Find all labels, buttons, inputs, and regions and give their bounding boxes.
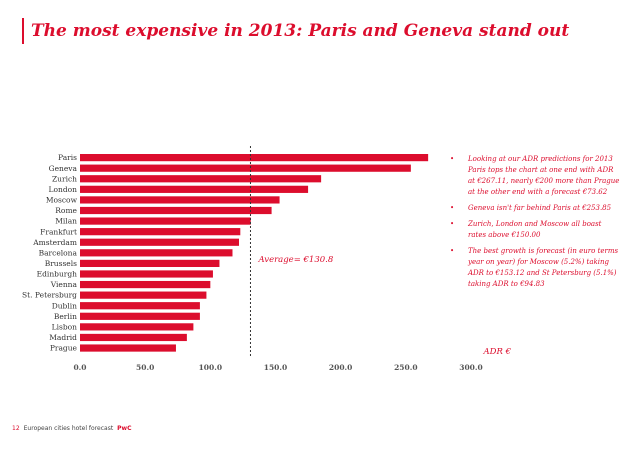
category-label: Madrid bbox=[49, 333, 77, 342]
notes-list: • Looking at our ADR predictions for 2013… bbox=[450, 154, 620, 295]
bar bbox=[80, 323, 194, 331]
brand-logo: PwC bbox=[117, 425, 132, 432]
x-tick-label: 150.0 bbox=[264, 363, 288, 372]
category-label: St. Petersburg bbox=[22, 291, 77, 300]
bar bbox=[80, 154, 429, 162]
bar bbox=[80, 259, 220, 267]
category-label: London bbox=[49, 185, 78, 194]
x-tick-label: 300.0 bbox=[459, 363, 483, 372]
footer-text: European cities hotel forecast bbox=[23, 425, 114, 432]
bullet-icon: • bbox=[450, 204, 455, 212]
x-tick-label: 50.0 bbox=[136, 363, 154, 372]
bar bbox=[80, 249, 233, 257]
category-label: Prague bbox=[50, 344, 78, 353]
category-label: Edinburgh bbox=[37, 270, 78, 279]
bar bbox=[80, 291, 207, 299]
bar bbox=[80, 185, 309, 193]
page-title: The most expensive in 2013: Paris and Ge… bbox=[31, 21, 570, 41]
note-text: Looking at our ADR predictions for 2013 … bbox=[468, 155, 620, 196]
bar bbox=[80, 238, 240, 246]
category-label: Milan bbox=[55, 217, 77, 226]
category-label: Lisbon bbox=[52, 322, 78, 331]
bullet-icon: • bbox=[450, 155, 455, 163]
bar bbox=[80, 175, 322, 183]
category-label: Paris bbox=[58, 153, 77, 162]
note-text: Zurich, London and Moscow all boast rate… bbox=[468, 220, 602, 239]
title-accent-bar bbox=[22, 18, 24, 44]
bar bbox=[80, 164, 411, 172]
page-footer: 12 European cities hotel forecast PwC bbox=[12, 425, 131, 432]
bullet-icon: • bbox=[450, 220, 455, 228]
category-label: Moscow bbox=[46, 196, 78, 205]
bar bbox=[80, 312, 200, 320]
x-tick-label: 250.0 bbox=[394, 363, 418, 372]
bar bbox=[80, 344, 176, 352]
x-tick-label: 200.0 bbox=[329, 363, 353, 372]
bar bbox=[80, 333, 187, 342]
bullet-icon: • bbox=[450, 247, 455, 255]
bar bbox=[80, 206, 272, 215]
note-item: • Looking at our ADR predictions for 2013… bbox=[450, 154, 620, 198]
category-label: Vienna bbox=[50, 280, 78, 289]
category-label: Frankfurt bbox=[40, 227, 77, 236]
bar bbox=[80, 270, 213, 278]
bar bbox=[80, 302, 200, 310]
page-number: 12 bbox=[12, 425, 20, 432]
x-tick-label: 0.0 bbox=[73, 363, 86, 372]
category-label: Dublin bbox=[52, 301, 77, 310]
note-text: The best growth is forecast (in euro ter… bbox=[468, 247, 619, 288]
bar bbox=[80, 280, 211, 289]
category-label: Barcelona bbox=[39, 248, 78, 257]
category-label: Zurich bbox=[52, 174, 77, 183]
note-item: • Geneva isn't far behind Paris at €253.8… bbox=[450, 203, 620, 214]
bar bbox=[80, 228, 241, 236]
average-label: Average= €130.8 bbox=[257, 255, 333, 265]
note-text: Geneva isn't far behind Paris at €253.85 bbox=[468, 204, 612, 212]
bar bbox=[80, 217, 251, 225]
bar bbox=[80, 196, 280, 204]
x-tick-label: 100.0 bbox=[199, 363, 223, 372]
category-label: Geneva bbox=[49, 164, 78, 173]
category-label: Amsterdam bbox=[32, 238, 77, 247]
note-item: • Zurich, London and Moscow all boast rat… bbox=[450, 219, 620, 241]
x-axis-title: ADR € bbox=[483, 347, 512, 357]
category-label: Berlin bbox=[54, 312, 77, 321]
note-item: • The best growth is forecast (in euro te… bbox=[450, 246, 620, 290]
category-label: Brussels bbox=[45, 259, 77, 268]
category-label: Rome bbox=[55, 206, 77, 215]
